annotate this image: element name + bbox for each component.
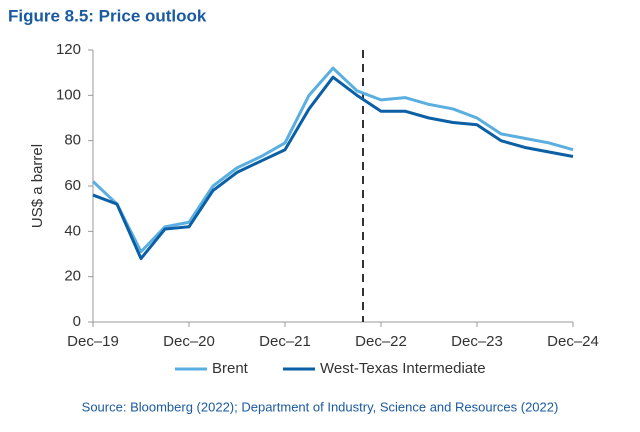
x-tick-label: Dec–23: [451, 333, 503, 350]
y-tick-label: 120: [56, 41, 81, 58]
y-tick-label: 20: [64, 268, 81, 285]
y-axis-label: US$ a barrel: [29, 144, 46, 228]
x-tick-label: Dec–20: [163, 333, 215, 350]
x-tick-label: Dec–21: [259, 333, 311, 350]
source-note: Source: Bloomberg (2022); Department of …: [82, 399, 559, 414]
legend-label: Brent: [212, 360, 249, 377]
y-tick-label: 60: [64, 177, 81, 194]
series-line: [92, 75, 574, 261]
x-tick-label: Dec–22: [355, 333, 407, 350]
y-tick-label: 80: [64, 132, 81, 149]
y-tick-label: 100: [56, 86, 81, 103]
chart-title: Figure 8.5: Price outlook: [8, 6, 207, 25]
x-tick-label: Dec–19: [67, 333, 119, 350]
legend-label: West-Texas Intermediate: [320, 360, 486, 377]
x-tick-label: Dec–24: [547, 333, 599, 350]
y-tick-label: 40: [64, 222, 81, 239]
series-line: [91, 66, 574, 254]
y-tick-label: 0: [73, 313, 81, 330]
